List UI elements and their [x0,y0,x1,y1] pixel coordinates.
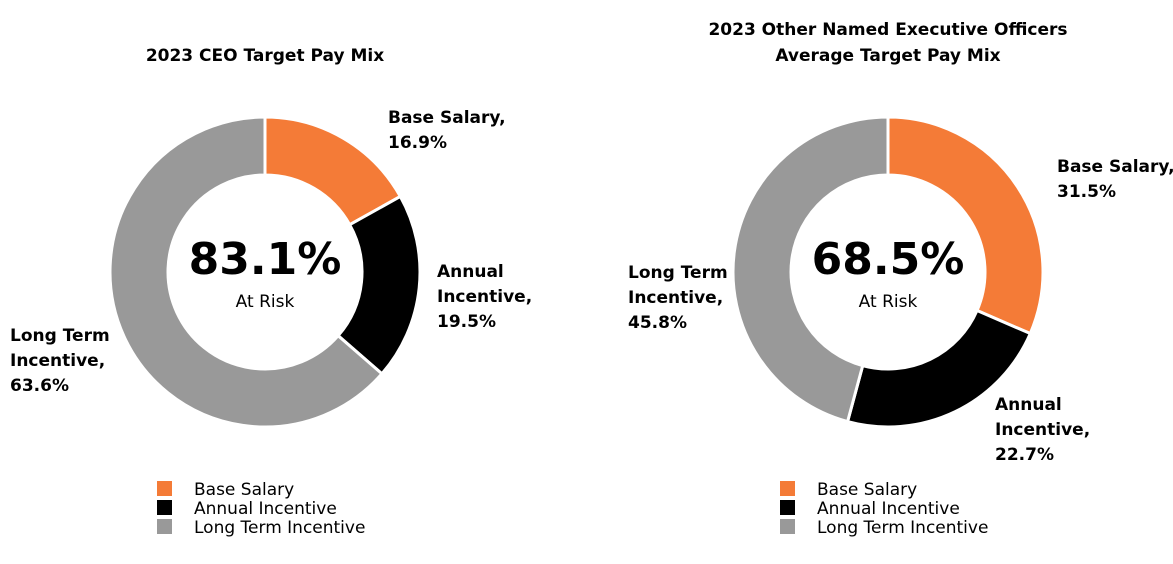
center-subtext: At Risk [236,292,295,312]
legend-swatch [780,519,795,534]
value-label: 22.7% [995,445,1054,465]
data-label: Long Term [628,263,728,283]
chart-title: 2023 CEO Target Pay Mix [146,46,384,66]
value-label: 63.6% [10,376,69,396]
legend-swatch [157,481,172,496]
donut-slice [108,115,385,429]
data-label: Base Salary, [1057,157,1173,177]
data-label: Annual [437,262,504,282]
legend-label: Base Salary [194,480,294,500]
data-label: Incentive, [10,351,105,371]
legend-swatch [157,500,172,515]
legend-label: Annual Incentive [817,499,960,519]
chart-title: 2023 Other Named Executive Officers [708,20,1067,40]
data-label: Incentive, [628,288,723,308]
value-label: 16.9% [388,133,447,153]
data-label: Long Term [10,326,110,346]
donut-slice [731,115,890,424]
legend-label: Annual Incentive [194,499,337,519]
data-label: Incentive, [995,420,1090,440]
data-label: Base Salary, [388,108,506,128]
legend-label: Base Salary [817,480,917,500]
center-value: 83.1% [189,234,342,285]
donut-slice [886,115,1045,336]
data-label: Incentive, [437,287,532,307]
value-label: 45.8% [628,313,687,333]
value-label: 31.5% [1057,182,1116,202]
legend-swatch [157,519,172,534]
legend-label: Long Term Incentive [817,518,988,538]
data-label: Annual [995,395,1062,415]
legend-label: Long Term Incentive [194,518,365,538]
legend-swatch [780,481,795,496]
chart-title: Average Target Pay Mix [775,46,1000,66]
legend-swatch [780,500,795,515]
value-label: 19.5% [437,312,496,332]
center-value: 68.5% [812,234,965,285]
center-subtext: At Risk [859,292,918,312]
donut-slice [845,308,1033,429]
